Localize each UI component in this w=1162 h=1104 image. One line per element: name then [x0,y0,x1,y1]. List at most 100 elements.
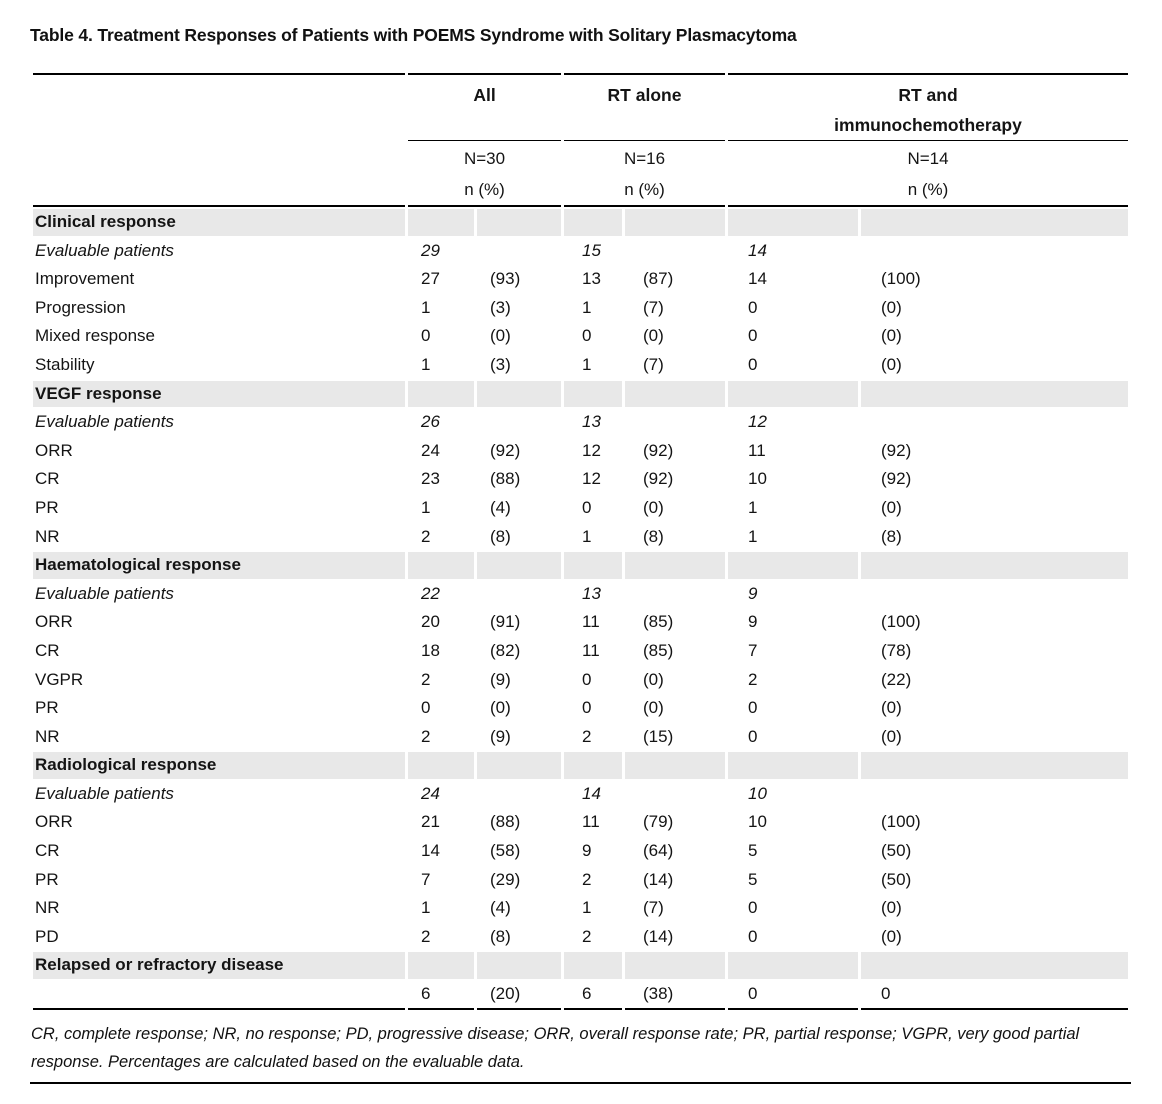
value-cell: 27 [421,269,440,289]
section-header-label: VEGF response [33,380,405,408]
column-group-rt-alone: RT alone [564,73,725,141]
value-cell [477,409,561,436]
value-cell: 21 [421,812,440,832]
column-group-all-label: All [473,85,496,105]
value-cell: (0) [881,326,902,346]
row-label: Evaluable patients [35,240,174,260]
value-cell: (0) [881,698,902,718]
header-corner-cell [33,73,405,141]
value-cell: 5 [748,869,758,889]
sample-size-spacer-cell [33,143,405,175]
row-label: CR [35,841,60,861]
value-cell: 0 [748,698,758,718]
section-header-cell [625,752,725,779]
value-cell: 5 [748,841,758,861]
value-cell: (0) [490,698,511,718]
section-header-label: Haematological response [33,552,405,579]
value-cell: 7 [748,640,758,660]
section-header-cell [728,380,858,408]
unit-spacer-cell [33,177,405,207]
value-cell: 2 [421,669,431,689]
row-label: VGPR [35,669,84,689]
section-header-label: Clinical response [33,209,405,236]
column-group-rt-immunochemotherapy-label: RT and immunochemotherapy [834,85,1022,135]
value-cell: (50) [881,841,912,861]
value-cell: 0 [748,354,758,374]
table-row: CR 14 (58) 9 (64) 5 (50) [33,838,1128,865]
table-row: PR 7 (29) 2 (14) 5 (50) [33,867,1128,894]
value-cell: 7 [421,869,431,889]
sample-size-row: N=30 N=16 N=14 [33,143,1128,175]
section-header-cell [861,952,1128,980]
value-cell: 2 [582,926,592,946]
value-cell: (78) [881,640,912,660]
table-row: CR 18 (82) 11 (85) 7 (78) [33,638,1128,665]
value-cell: (85) [643,612,674,632]
section-header-cell [477,380,561,408]
value-cell [625,238,725,265]
value-cell: 20 [421,612,440,632]
value-cell: 2 [421,926,431,946]
value-cell: (20) [477,981,561,1010]
value-cell: 24 [421,783,440,803]
value-cell: (22) [881,669,912,689]
value-cell [477,581,561,608]
value-cell: 12 [582,469,601,489]
table-row: ORR 20 (91) 11 (85) 9 (100) [33,609,1128,636]
table-header: All RT alone RT and immunochemotherapy N… [33,73,1128,207]
section-header-cell [861,552,1128,579]
value-cell: 10 [748,469,767,489]
value-cell: 1 [582,297,592,317]
row-label: CR [35,469,60,489]
table-footnote: CR, complete response; NR, no response; … [31,1024,1080,1071]
table-row: Evaluable patients 22 13 9 [33,581,1128,608]
row-label: NR [35,898,60,918]
value-cell: 12 [748,412,767,432]
value-cell: (0) [490,326,511,346]
value-cell: 0 [748,326,758,346]
value-cell: (92) [643,440,674,460]
row-label: Mixed response [35,326,156,346]
value-cell: (8) [881,526,902,546]
value-cell: (0) [643,698,664,718]
value-cell: 2 [582,869,592,889]
value-cell [477,238,561,265]
unit-row: n (%) n (%) n (%) [33,177,1128,207]
value-cell: 10 [748,783,767,803]
value-cell: (3) [490,297,511,317]
value-cell: (92) [490,440,521,460]
value-cell: (100) [881,612,921,632]
section-header-row: Haematological response [33,552,1128,579]
section-header-cell [564,552,622,579]
table-row: Mixed response 0 (0) 0 (0) 0 (0) [33,323,1128,350]
section-header-cell [564,380,622,408]
section-header-cell [728,209,858,236]
row-label: PR [35,869,59,889]
value-cell: 14 [421,841,440,861]
column-group-header-row: All RT alone RT and immunochemotherapy [33,73,1128,141]
value-cell: (0) [643,497,664,517]
value-cell [477,781,561,808]
value-cell: 14 [748,269,767,289]
table-row: NR 2 (9) 2 (15) 0 (0) [33,724,1128,751]
section-header-cell [408,380,474,408]
value-cell: (0) [881,297,902,317]
section-header-cell [728,752,858,779]
value-cell: 11 [582,812,600,832]
section-header-cell [477,552,561,579]
value-cell: (85) [643,640,674,660]
row-label: NR [35,526,60,546]
value-cell: 1 [421,497,431,517]
value-cell: (0) [881,497,902,517]
value-cell: 22 [421,583,440,603]
value-cell: (0) [643,669,664,689]
section-header-row: Relapsed or refractory disease [33,952,1128,980]
value-cell: (14) [643,869,674,889]
value-cell: 13 [582,269,601,289]
section-header-cell [408,952,474,980]
table-title: Table 4. Treatment Responses of Patients… [30,25,797,45]
value-cell: 0 [582,497,592,517]
row-label: Progression [35,297,126,317]
table-row: 6 (20) 6 (38) 0 0 [33,981,1128,1010]
value-cell: 1 [582,898,592,918]
